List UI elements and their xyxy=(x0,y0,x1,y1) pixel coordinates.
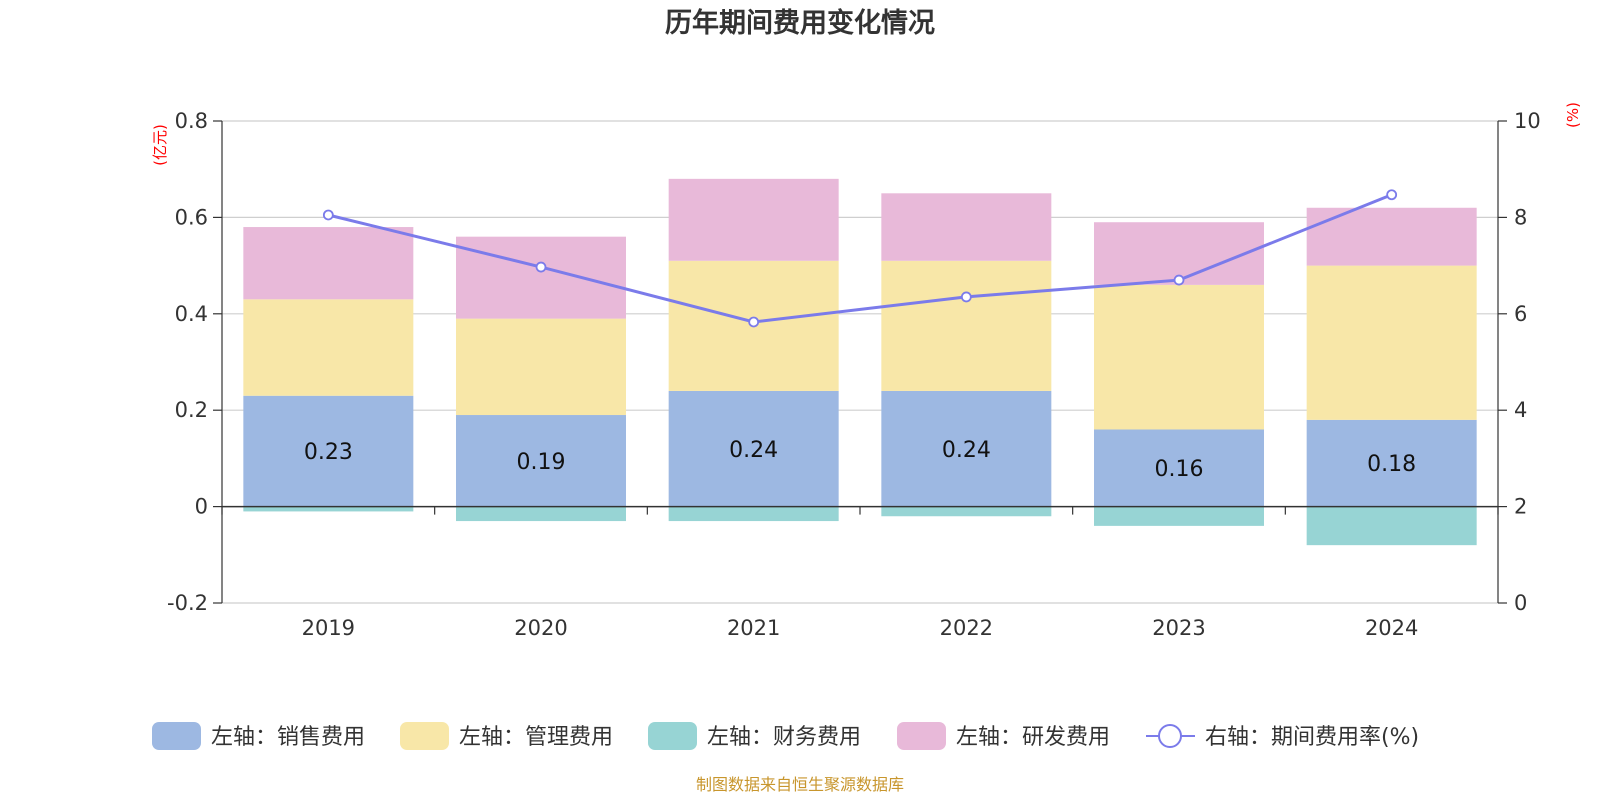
bar-segment xyxy=(1306,265,1477,420)
legend-swatch xyxy=(648,722,697,750)
axes: 0.8 0.6 0.4 0.2 0 -0.2 10 8 6 4 2 0 2019 2020 2021 2022… xyxy=(167,109,1541,640)
right-axis-tick-label: 4 xyxy=(1514,398,1527,422)
right-axis-unit: (%) xyxy=(1564,102,1582,128)
bar-segment xyxy=(668,178,839,261)
bar-segment xyxy=(456,318,626,416)
right-axis-tick-label: 8 xyxy=(1514,205,1527,229)
rate-line xyxy=(327,193,1393,324)
x-axis-tick-label: 2021 xyxy=(727,616,780,640)
right-axis-tick-label: 2 xyxy=(1514,495,1527,519)
legend-label: 右轴：期间费用率(%) xyxy=(1205,725,1419,750)
x-axis-tick-label: 2020 xyxy=(514,616,567,640)
bar-segment xyxy=(668,506,839,522)
bar-segment xyxy=(1094,429,1264,507)
bar-segment xyxy=(881,260,1052,391)
bar-segment xyxy=(1306,419,1477,507)
bar-segment xyxy=(881,193,1052,261)
right-axis-tick-label: 0 xyxy=(1514,591,1527,615)
left-axis-unit: (亿元) xyxy=(151,124,169,166)
line-series xyxy=(322,189,1398,328)
rate-point xyxy=(535,261,547,273)
bar-segment xyxy=(1094,506,1264,526)
bar-segment xyxy=(1094,222,1264,285)
legend-label: 左轴：销售费用 xyxy=(211,725,365,750)
legend: 左轴：销售费用 左轴：管理费用 左轴：财务费用 左轴：研发费用 右轴：期间费用率(%) xyxy=(152,722,1419,750)
rate-point xyxy=(322,209,334,221)
rate-point xyxy=(1386,189,1398,201)
right-axis-tick-label: 10 xyxy=(1514,109,1541,133)
left-axis-tick-label: 0.4 xyxy=(175,302,208,326)
bar-data-label: 0.18 xyxy=(1367,452,1416,477)
legend-label: 左轴：财务费用 xyxy=(707,725,861,750)
left-axis-tick-label: -0.2 xyxy=(167,591,208,615)
bar-data-label: 0.19 xyxy=(517,450,566,475)
bar-segment xyxy=(881,390,1052,507)
chart-title: 历年期间费用变化情况 xyxy=(665,7,935,39)
bar-segment xyxy=(243,299,414,396)
legend-label: 左轴：研发费用 xyxy=(956,725,1110,750)
bar-segment xyxy=(881,506,1052,517)
left-axis-tick-label: 0.6 xyxy=(175,205,208,229)
bar-segment xyxy=(456,506,626,522)
bar-segment xyxy=(243,395,414,507)
x-axis-tick-label: 2022 xyxy=(940,616,993,640)
left-axis-tick-label: 0 xyxy=(195,495,208,519)
rate-point xyxy=(1173,274,1185,286)
right-axis-tick-label: 6 xyxy=(1514,302,1527,326)
source-note: 制图数据来自恒生聚源数据库 xyxy=(696,775,904,794)
left-axis-tick-label: 0.8 xyxy=(175,109,208,133)
bar-segment xyxy=(456,415,626,507)
bar-data-label: 0.24 xyxy=(942,438,991,463)
x-axis-tick-label: 2019 xyxy=(302,616,355,640)
legend-label: 左轴：管理费用 xyxy=(459,725,613,750)
bar-data-label: 0.23 xyxy=(304,440,353,465)
bar-data-label: 0.16 xyxy=(1155,457,1204,482)
bar-segment xyxy=(243,227,414,300)
bar-segment xyxy=(243,506,414,512)
bar-segment xyxy=(668,390,839,507)
bar-data-label: 0.24 xyxy=(729,438,778,463)
grid-lines xyxy=(222,120,1498,604)
x-axis-tick-label: 2023 xyxy=(1152,616,1205,640)
legend-swatch xyxy=(152,722,201,750)
bar-series xyxy=(243,178,1477,546)
left-axis-tick-label: 0.2 xyxy=(175,398,208,422)
bar-segment xyxy=(1306,207,1477,266)
bar-segment xyxy=(456,236,626,319)
data-labels: 0.23 0.19 0.24 0.24 0.16 0.18 xyxy=(304,438,1416,482)
legend-swatch xyxy=(400,722,449,750)
bar-segment xyxy=(1094,284,1264,430)
bar-segment xyxy=(1306,506,1477,546)
legend-swatch xyxy=(897,722,946,750)
legend-marker xyxy=(1158,724,1182,748)
rate-point xyxy=(960,291,972,303)
x-axis-tick-label: 2024 xyxy=(1365,616,1418,640)
rate-point xyxy=(748,316,760,328)
